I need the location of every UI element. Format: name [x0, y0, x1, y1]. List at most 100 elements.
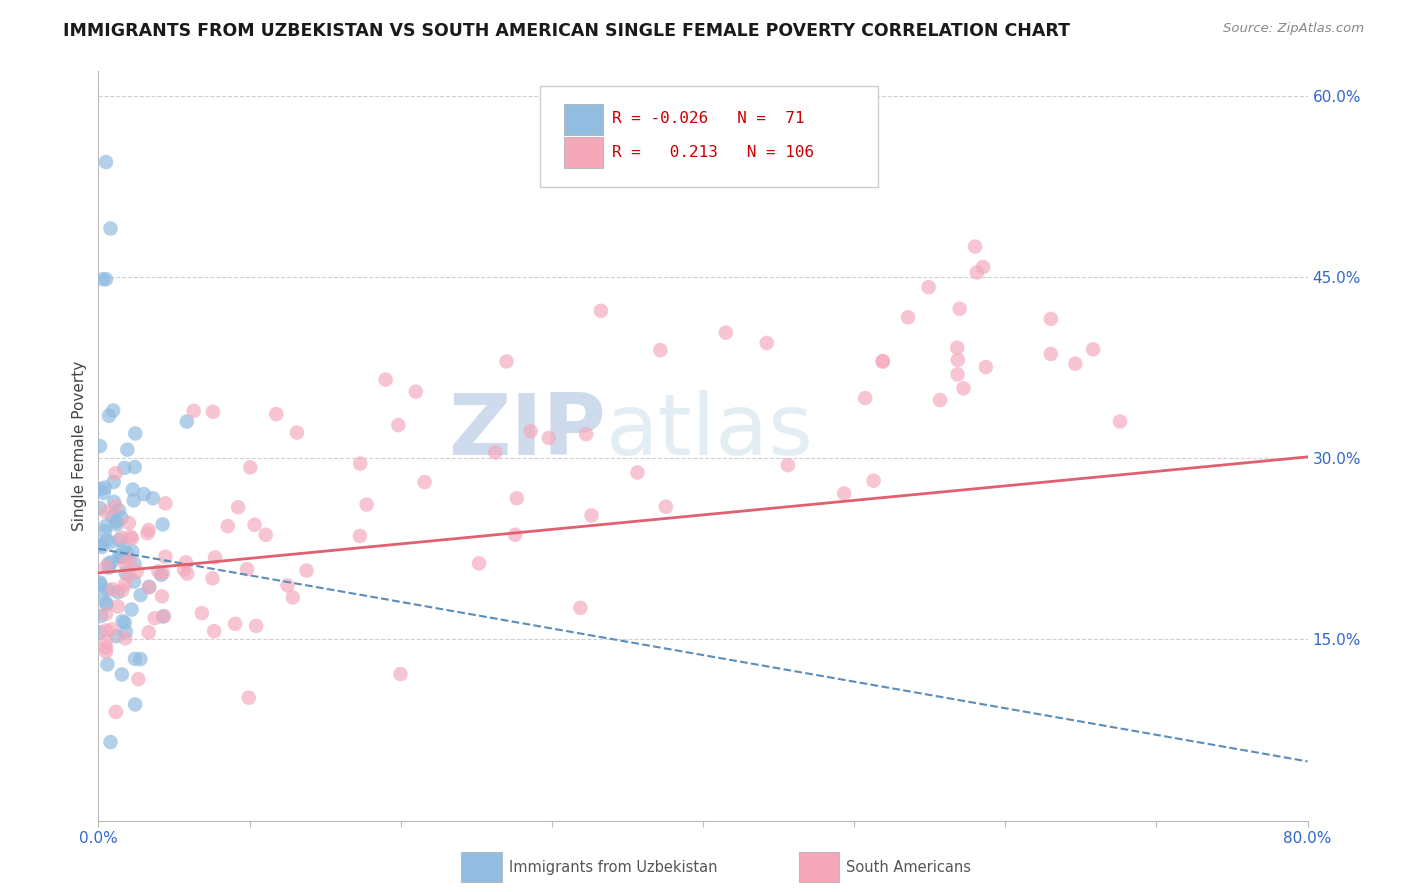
Point	[152, 566, 174, 580]
Point	[506, 491, 529, 506]
Point	[127, 672, 149, 686]
Point	[142, 491, 165, 506]
Point	[114, 577, 136, 591]
Point	[118, 568, 141, 582]
Point	[107, 599, 129, 614]
Point	[236, 562, 259, 576]
Point	[136, 526, 159, 541]
Point	[89, 577, 111, 591]
Point	[224, 616, 246, 631]
Point	[655, 500, 678, 514]
Point	[89, 575, 111, 590]
Text: Immigrants from Uzbekistan: Immigrants from Uzbekistan	[509, 860, 717, 874]
Point	[118, 553, 141, 567]
Point	[108, 549, 131, 563]
Point	[191, 606, 214, 620]
Point	[349, 457, 371, 471]
Point	[90, 609, 112, 624]
Point	[104, 467, 127, 481]
Point	[201, 405, 224, 419]
Point	[387, 418, 409, 433]
Point	[94, 644, 117, 658]
Point	[1109, 415, 1132, 429]
Point	[114, 632, 136, 646]
Point	[96, 598, 118, 612]
Point	[100, 555, 122, 569]
Point	[89, 439, 111, 453]
Text: ZIP: ZIP	[449, 390, 606, 473]
Point	[103, 495, 125, 509]
Point	[152, 609, 174, 624]
Point	[114, 624, 136, 639]
Point	[94, 634, 117, 648]
Point	[832, 486, 855, 500]
Point	[124, 557, 146, 571]
Point	[949, 301, 972, 316]
Point	[226, 500, 249, 515]
Point	[112, 541, 135, 555]
Point	[148, 564, 170, 578]
Text: R =   0.213   N = 106: R = 0.213 N = 106	[613, 145, 814, 160]
Point	[152, 517, 174, 532]
Point	[484, 445, 506, 459]
Point	[917, 280, 939, 294]
Text: atlas: atlas	[606, 390, 814, 473]
Point	[111, 667, 134, 681]
Point	[589, 303, 612, 318]
Point	[111, 511, 134, 525]
Point	[90, 540, 112, 554]
Point	[98, 535, 121, 549]
Point	[495, 354, 517, 368]
Point	[111, 583, 134, 598]
Point	[93, 481, 115, 495]
Point	[972, 260, 994, 274]
Point	[150, 567, 173, 582]
Point	[111, 614, 134, 628]
Point	[101, 403, 124, 417]
Point	[143, 611, 166, 625]
Point	[155, 496, 177, 510]
Point	[96, 657, 118, 672]
Point	[122, 574, 145, 589]
Y-axis label: Single Female Poverty: Single Female Poverty	[72, 361, 87, 531]
Point	[966, 265, 988, 279]
Point	[202, 624, 225, 639]
Point	[124, 426, 146, 441]
Point	[153, 609, 176, 624]
Point	[105, 629, 128, 643]
Point	[105, 517, 128, 532]
Point	[173, 563, 195, 577]
Point	[264, 407, 287, 421]
FancyBboxPatch shape	[540, 87, 879, 187]
Point	[238, 690, 260, 705]
Point	[90, 587, 112, 601]
Point	[89, 501, 111, 516]
Point	[121, 544, 143, 558]
Point	[100, 735, 122, 749]
Point	[946, 341, 969, 355]
Text: Source: ZipAtlas.com: Source: ZipAtlas.com	[1223, 22, 1364, 36]
Point	[108, 503, 131, 517]
Point	[254, 528, 277, 542]
Point	[714, 326, 737, 340]
Text: R = -0.026   N =  71: R = -0.026 N = 71	[613, 112, 804, 126]
Point	[277, 578, 299, 592]
Point	[946, 352, 969, 367]
Point	[389, 667, 412, 681]
Point	[285, 425, 308, 440]
Point	[239, 460, 262, 475]
Point	[965, 239, 987, 253]
Point	[581, 508, 603, 523]
Point	[114, 615, 136, 630]
Point	[115, 546, 138, 560]
Point	[201, 571, 224, 585]
Point	[217, 519, 239, 533]
Point	[575, 427, 598, 442]
Point	[138, 625, 160, 640]
Point	[626, 466, 648, 480]
Point	[121, 531, 143, 545]
Point	[974, 359, 997, 374]
Point	[101, 582, 124, 597]
Point	[176, 415, 198, 429]
Point	[872, 354, 894, 368]
